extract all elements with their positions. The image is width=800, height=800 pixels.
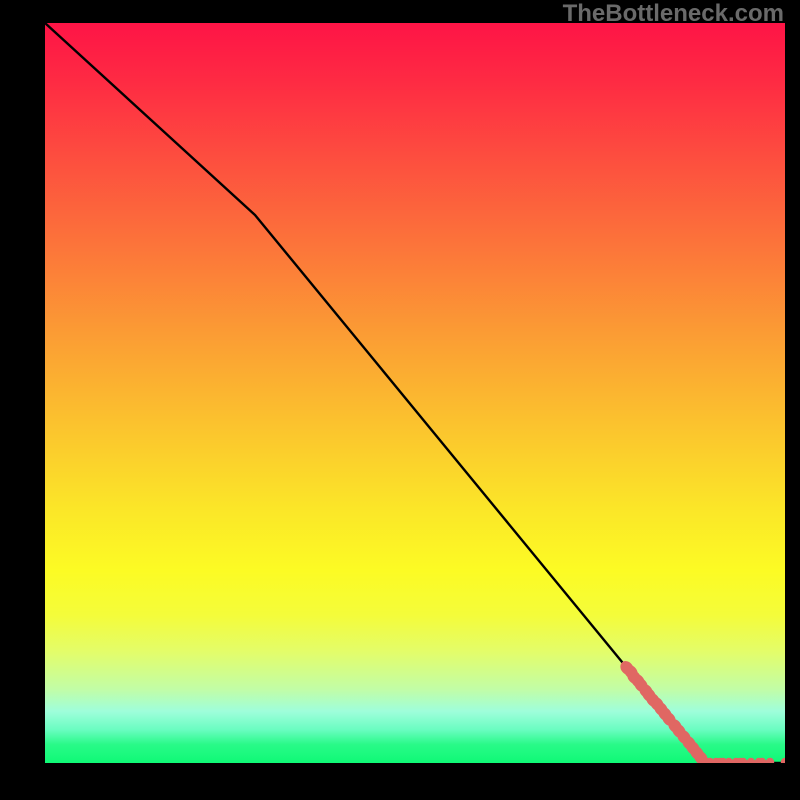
watermark-text: TheBottleneck.com xyxy=(563,0,784,28)
gradient-background xyxy=(45,23,785,763)
bottleneck-chart xyxy=(0,0,800,800)
plot-area xyxy=(45,23,789,768)
